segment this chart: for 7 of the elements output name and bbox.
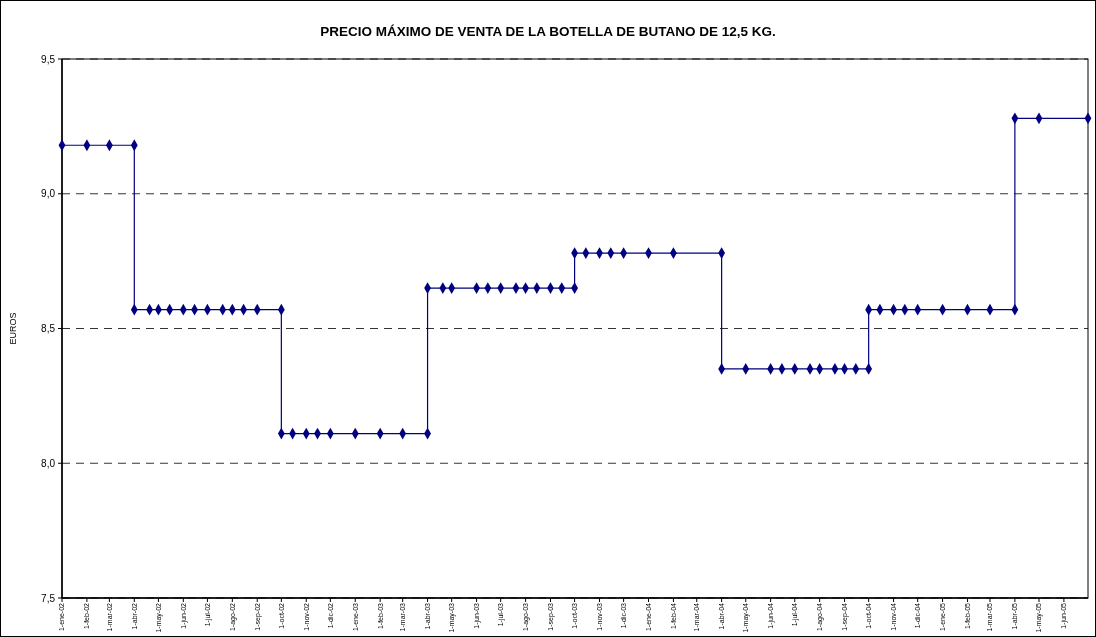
y-tick-label: 9,5 [41,53,56,65]
y-tick-label: 9,0 [41,188,56,200]
chart-title: PRECIO MÁXIMO DE VENTA DE LA BOTELLA DE BUTANO DE 12,5 KG. [320,24,776,39]
y-axis-title: EUROS [8,312,18,345]
y-tick-label: 7,5 [41,592,56,604]
y-tick-label: 8,5 [41,323,56,334]
y-tick-label: 8,0 [41,457,56,469]
